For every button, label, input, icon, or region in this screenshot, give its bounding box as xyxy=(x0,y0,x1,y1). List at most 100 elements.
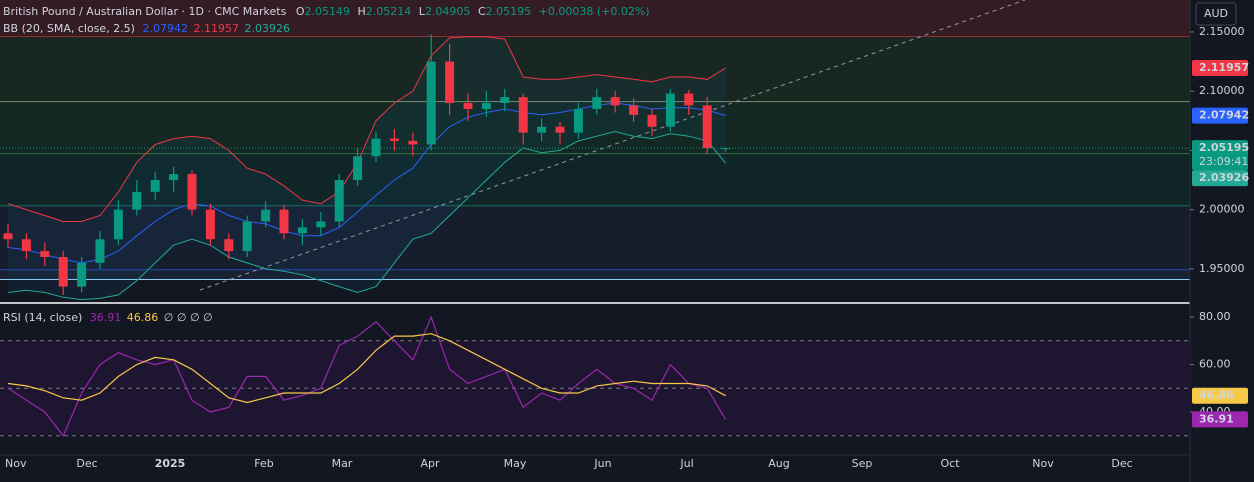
price-badge xyxy=(1192,140,1248,171)
bb-line xyxy=(7,36,726,222)
price-badge xyxy=(1192,387,1248,404)
candle-body xyxy=(353,156,363,181)
y-tick-label: 60.00 xyxy=(1199,358,1231,371)
candle-body xyxy=(500,97,510,104)
x-tick-label: Aug xyxy=(768,457,789,470)
price-badge-label: 46.86 xyxy=(1199,389,1234,402)
candle-body xyxy=(592,97,602,109)
x-tick-label: Jul xyxy=(679,457,693,470)
currency[interactable]: AUD xyxy=(1204,7,1228,20)
price-badge xyxy=(1192,411,1248,428)
level-zone xyxy=(0,36,1190,102)
quote-value: 2.04905 xyxy=(425,5,471,18)
rsi-title: RSI (14, close) xyxy=(3,311,82,324)
candle-body xyxy=(169,174,179,181)
countdown: 23:09:41 xyxy=(1199,155,1248,168)
candle-body xyxy=(463,103,473,109)
candle-body xyxy=(537,126,547,133)
candle-body xyxy=(721,148,731,150)
level-zone xyxy=(0,101,1190,154)
indicator-value: 2.03926 xyxy=(244,22,290,35)
quote-label: O xyxy=(296,5,305,18)
bb-line xyxy=(7,102,726,264)
level-zone xyxy=(0,206,1190,271)
indicator-value: 2.07942 xyxy=(142,22,188,35)
y-tick-label: 2.10000 xyxy=(1199,84,1245,97)
header: British Pound / Australian Dollar · 1D ·… xyxy=(3,5,650,18)
indicator-legend: BB (20, SMA, close, 2.5) 2.07942 2.11957… xyxy=(3,22,290,35)
price-badge-label: 36.91 xyxy=(1199,412,1234,425)
candle-body xyxy=(316,221,326,228)
change: +0.00038 (+0.02%) xyxy=(539,5,650,18)
x-tick-label: Jun xyxy=(593,457,611,470)
rsi-line xyxy=(7,315,727,437)
rsi-legend: RSI (14, close) 36.91 46.86 ∅ ∅ ∅ ∅ xyxy=(3,311,213,324)
x-tick-label: May xyxy=(504,457,527,470)
candle-body xyxy=(95,239,105,263)
rsi-value: 46.86 xyxy=(127,311,159,324)
quote-value: 2.05214 xyxy=(366,5,412,18)
x-tick-label: Dec xyxy=(1111,457,1132,470)
quote-label: L xyxy=(419,5,426,18)
x-tick-label: Nov xyxy=(1032,457,1054,470)
candle-body xyxy=(629,105,639,115)
candle-body xyxy=(187,174,197,210)
zones xyxy=(0,0,1190,280)
y-tick-label: 1.95000 xyxy=(1199,262,1245,275)
price-badge-label: 2.11957 xyxy=(1199,61,1249,74)
price-badge xyxy=(1192,60,1248,77)
candle-body xyxy=(702,105,712,149)
candle-body xyxy=(610,97,620,106)
y-tick-label: 2.15000 xyxy=(1199,25,1245,38)
quote-value: 2.05149 xyxy=(305,5,351,18)
candle-body xyxy=(77,262,87,287)
candle-body xyxy=(426,61,436,145)
candle-body xyxy=(684,93,694,106)
trend-line xyxy=(199,0,1026,291)
currency-button[interactable] xyxy=(1195,2,1237,26)
rsi-value: 36.91 xyxy=(90,311,122,324)
price-badge-label: 2.03926 xyxy=(1199,171,1249,184)
price-badge xyxy=(1192,170,1248,187)
x-tick-label: 2025 xyxy=(155,457,186,470)
candle-body xyxy=(40,251,50,257)
y-tick-label: 80.00 xyxy=(1199,310,1231,323)
candle-body xyxy=(150,180,160,192)
level-zone xyxy=(0,270,1190,280)
x-tick-label: Mar xyxy=(332,457,353,470)
x-tick-label: Sep xyxy=(852,457,873,470)
candle-body xyxy=(555,126,565,133)
candle-body xyxy=(518,97,528,133)
rsi-line xyxy=(7,333,726,404)
price-badge-label: 2.05195 xyxy=(1199,141,1249,154)
x-tick-label: Feb xyxy=(254,457,273,470)
candle-body xyxy=(573,108,583,133)
candle-body xyxy=(647,114,657,127)
x-tick-label: Nov xyxy=(5,457,27,470)
y-tick-label: 2.00000 xyxy=(1199,203,1245,216)
x-tick-label: Oct xyxy=(940,457,960,470)
x-tick-label: Dec xyxy=(76,457,97,470)
level-zone xyxy=(0,0,1190,37)
bb-fill xyxy=(8,36,726,300)
candle-body xyxy=(408,140,418,145)
quote-label: C xyxy=(478,5,486,18)
bb-line xyxy=(7,130,726,301)
symbol-title: British Pound / Australian Dollar · 1D ·… xyxy=(3,5,287,18)
rsi-na: ∅ ∅ ∅ ∅ xyxy=(164,311,213,324)
candle-body xyxy=(58,256,68,287)
candle-body xyxy=(665,93,675,127)
candle-body xyxy=(242,221,252,252)
candle-body xyxy=(445,61,455,104)
quote-value: 2.05195 xyxy=(486,5,532,18)
candle-body xyxy=(389,138,399,141)
candle-body xyxy=(371,138,381,157)
candle-body xyxy=(132,191,142,210)
candle-body xyxy=(334,180,344,222)
candle-body xyxy=(481,103,491,109)
candle-body xyxy=(3,233,13,240)
price-badge-label: 2.07942 xyxy=(1199,109,1249,122)
candle-body xyxy=(224,239,234,252)
